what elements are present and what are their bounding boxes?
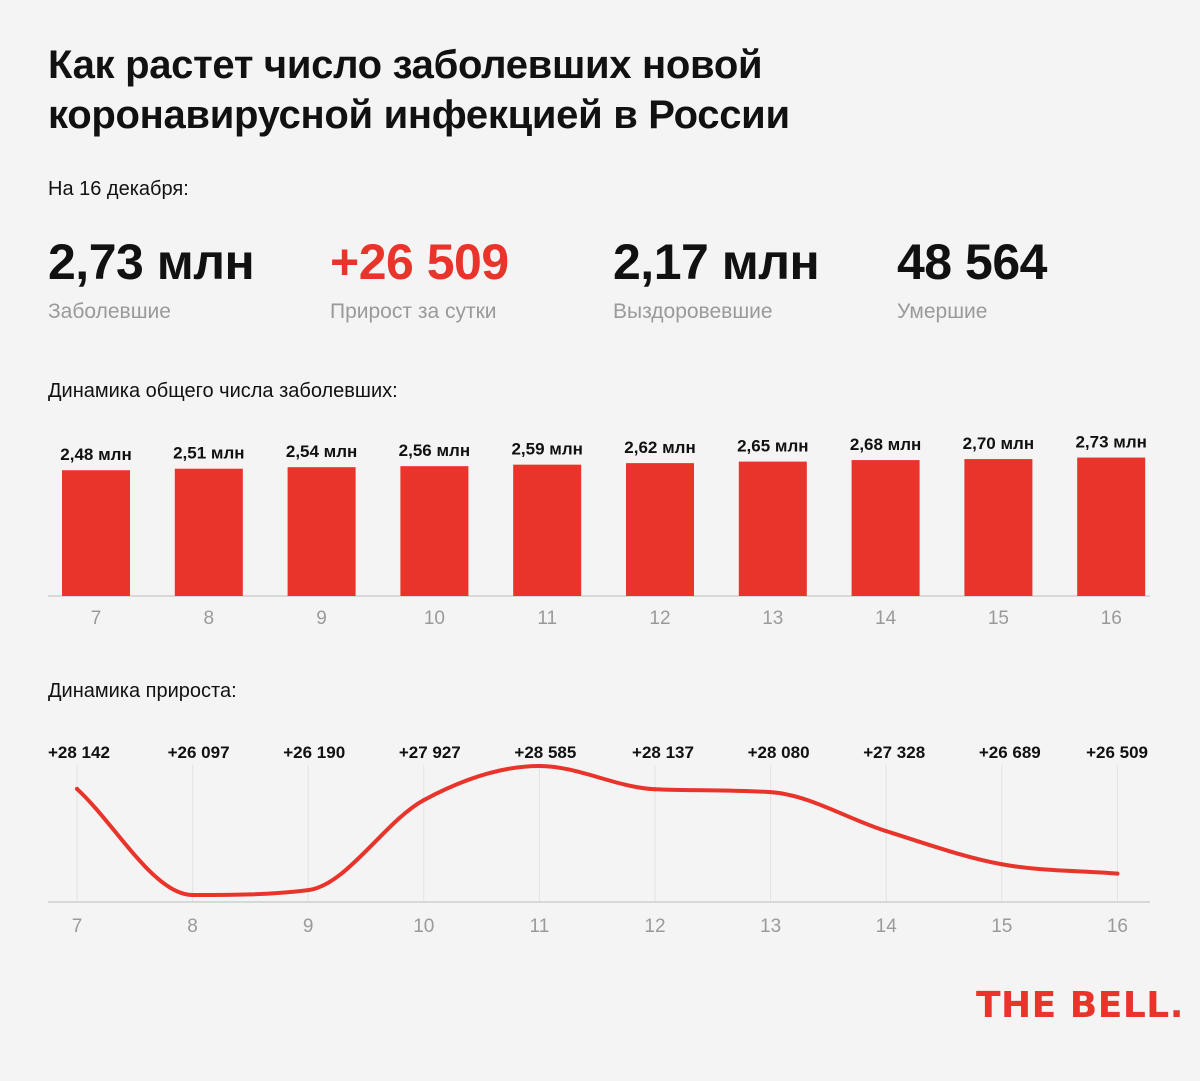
line-value-label: +26 097 (168, 743, 230, 762)
stat-cases-label: Заболевшие (48, 300, 171, 323)
bar-x-tick-label: 11 (537, 608, 557, 629)
line-x-tick-label: 14 (876, 916, 898, 937)
bar (1077, 457, 1146, 596)
the-bell-logo: THE BELL. (976, 985, 1184, 1026)
bar (738, 461, 807, 596)
bar-x-tick-label: 13 (762, 608, 783, 629)
stat-daily-increase-value: +26 509 (330, 234, 509, 290)
bar-value-label: 2,48 млн (60, 445, 131, 464)
bar-value-label: 2,70 млн (963, 434, 1034, 453)
bar (626, 463, 694, 596)
bar-value-label: 2,62 млн (624, 438, 695, 457)
bar-x-tick-label: 16 (1101, 608, 1122, 629)
line-value-label: +28 137 (632, 743, 694, 762)
line-value-label: +26 509 (1086, 743, 1148, 762)
line-value-label: +28 080 (748, 743, 810, 762)
stat-daily-increase-label: Прирост за сутки (330, 300, 497, 323)
stat-recovered: 2,17 млн Выздоровевшие (613, 232, 820, 324)
stat-deaths: 48 564 Умершие (897, 232, 1047, 324)
stat-deaths-label: Умершие (897, 300, 988, 323)
line-point (75, 786, 79, 791)
line-x-tick-label: 7 (72, 916, 83, 937)
bar-x-tick-label: 9 (316, 608, 327, 629)
bar-value-label: 2,65 млн (737, 437, 808, 456)
stat-deaths-value: 48 564 (897, 234, 1047, 290)
bar-x-tick-label: 12 (649, 608, 670, 629)
bar (62, 470, 130, 596)
line-x-tick-label: 9 (303, 916, 314, 937)
line-series-increase (75, 763, 1120, 897)
bar-x-tick-label: 14 (875, 608, 897, 629)
bar (964, 459, 1033, 596)
line-x-tick-label: 8 (187, 916, 198, 937)
line-value-label: +26 689 (979, 743, 1041, 762)
stat-daily-increase: +26 509 Прирост за сутки (330, 232, 509, 324)
line-point (768, 790, 773, 795)
bar-value-label: 2,59 млн (511, 440, 582, 459)
bar (287, 467, 356, 596)
line-x-tick-label: 10 (413, 916, 434, 937)
line-point (999, 862, 1004, 867)
line-point (884, 829, 889, 834)
stat-cases-value: 2,73 млн (48, 234, 255, 290)
line-chart-title: Динамика прироста: (48, 680, 237, 702)
line-x-tick-label: 12 (644, 916, 665, 937)
line-value-label: +28 142 (48, 743, 110, 762)
bar (851, 460, 920, 596)
line-value-label: +27 927 (399, 743, 461, 762)
line-point (1115, 871, 1120, 876)
stat-recovered-value: 2,17 млн (613, 234, 820, 290)
line-point (537, 763, 542, 768)
line-point (421, 798, 426, 803)
bar-value-label: 2,56 млн (399, 441, 470, 460)
line-x-tick-label: 15 (991, 916, 1012, 937)
bar-chart: 2,48 млн 7 2,51 млн 8 2,54 млн 9 2,56 млн 10 2,5… (48, 433, 1150, 629)
bar (513, 464, 582, 596)
line-point (306, 888, 311, 893)
bar-x-tick-label: 8 (204, 608, 215, 629)
line-value-label: +27 328 (863, 743, 925, 762)
bar-value-label: 2,73 млн (1075, 433, 1146, 452)
line-value-label: +26 190 (283, 743, 345, 762)
line-point (653, 787, 657, 792)
bar-value-label: 2,51 млн (173, 444, 244, 463)
bar-x-tick-label: 15 (988, 608, 1009, 629)
line-point (190, 892, 195, 897)
bar (174, 468, 243, 596)
bar-x-tick-label: 10 (424, 608, 445, 629)
stat-cases: 2,73 млн Заболевшие (48, 232, 255, 324)
bar (400, 466, 469, 596)
bar-value-label: 2,68 млн (850, 435, 921, 454)
as-of-date: На 16 декабря: (48, 178, 189, 200)
stat-recovered-label: Выздоровевшие (613, 300, 773, 323)
line-x-tick-label: 11 (530, 916, 550, 937)
bar-x-tick-label: 7 (91, 608, 102, 629)
line-chart: +28 142 7 +26 097 8 +26 190 9 +27 927 10 +28 585… (48, 743, 1150, 937)
line-x-tick-label: 16 (1107, 916, 1128, 937)
bar-value-label: 2,54 млн (286, 442, 357, 461)
line-x-tick-label: 13 (760, 916, 781, 937)
line-value-label: +28 585 (514, 743, 576, 762)
bar-chart-title: Динамика общего числа заболевших: (48, 380, 398, 402)
page-title: Как растет число заболевших новой корона… (48, 43, 790, 137)
